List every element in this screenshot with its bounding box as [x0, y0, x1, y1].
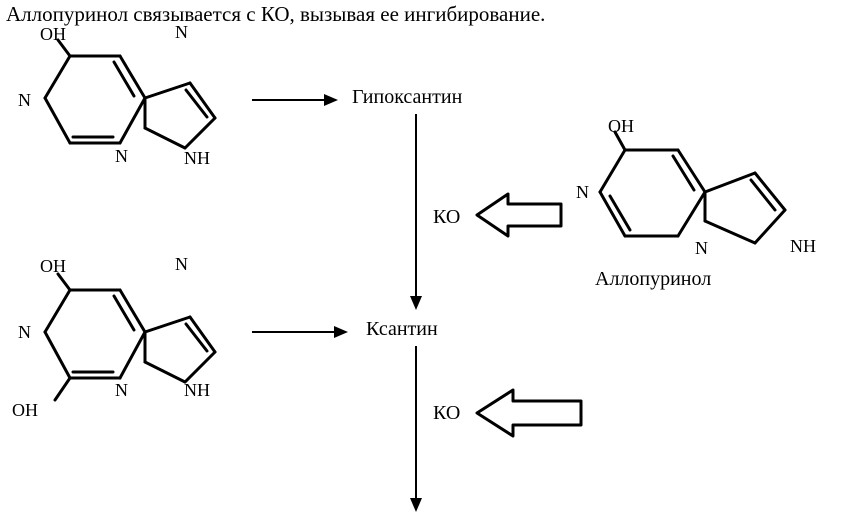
label-hypoxanthine: Гипоксантин — [352, 86, 462, 109]
diagram-stage: Аллопуринол связывается с КО, вызывая ее… — [0, 0, 860, 520]
atom-n: N — [115, 146, 128, 167]
label-xanthine: Ксантин — [366, 318, 438, 341]
molecule-xanthine — [10, 260, 240, 440]
atom-n: N — [18, 90, 31, 111]
atom-nh: NH — [184, 148, 210, 169]
block-arrow-inhibit-1 — [473, 190, 563, 240]
atom-oh: OH — [608, 116, 634, 137]
atom-oh: OH — [40, 24, 66, 45]
arrow-to-xanthine — [250, 320, 350, 344]
atom-n: N — [576, 182, 589, 203]
title-text: Аллопуринол связывается с КО, вызывая ее… — [6, 2, 545, 27]
atom-nh: NH — [790, 236, 816, 257]
atom-n: N — [175, 22, 188, 43]
atom-nh: NH — [184, 380, 210, 401]
label-ko-2: КО — [433, 402, 460, 425]
atom-oh: OH — [40, 256, 66, 277]
block-arrow-inhibit-2 — [473, 386, 583, 440]
arrow-to-hypoxanthine — [250, 88, 340, 112]
atom-oh: OH — [12, 400, 38, 421]
atom-n: N — [115, 380, 128, 401]
arrow-x-down — [404, 344, 428, 514]
label-ko-1: КО — [433, 206, 460, 229]
atom-n: N — [18, 322, 31, 343]
atom-n: N — [175, 254, 188, 275]
label-allopurinol: Аллопуринол — [595, 268, 711, 291]
atom-n: N — [695, 238, 708, 259]
arrow-hx-to-x — [404, 112, 428, 312]
